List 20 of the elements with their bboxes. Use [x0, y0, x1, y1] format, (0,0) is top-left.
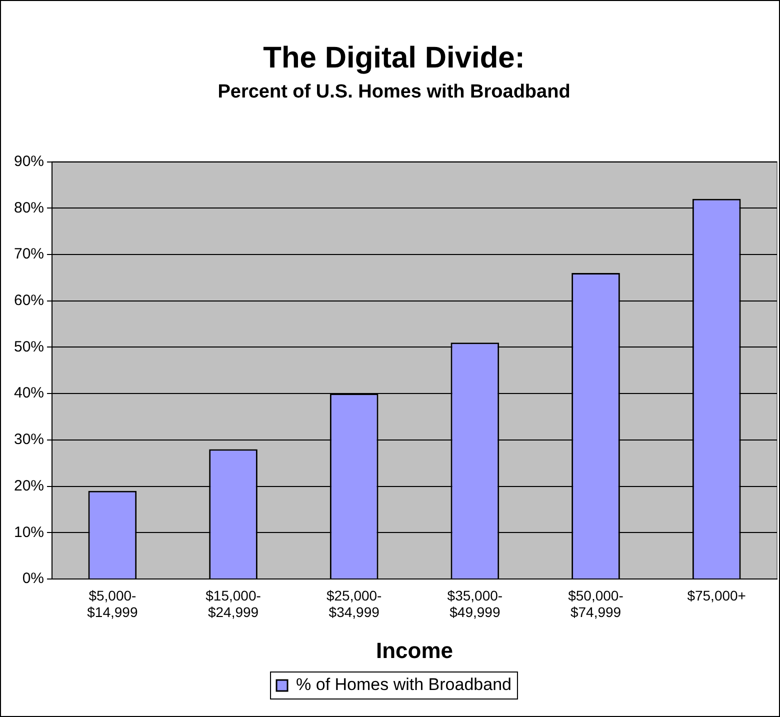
x-tick-label: $75,000+	[687, 587, 746, 604]
y-tick-label: 70%	[14, 246, 44, 263]
y-tick-label: 90%	[14, 152, 44, 170]
y-tick-label: 50%	[14, 338, 44, 356]
x-tick-label: $25,000-$34,999	[326, 587, 382, 620]
legend-label: % of Homes with Broadband	[296, 675, 512, 694]
x-tick-label: $5,000-$14,999	[87, 587, 138, 620]
x-tick-label: $15,000-$24,999	[206, 587, 262, 620]
x-axis-title: Income	[376, 638, 454, 663]
x-tick-label: $50,000-$74,999	[568, 587, 624, 620]
y-tick-label: 60%	[14, 292, 44, 310]
y-tick-label: 10%	[14, 524, 44, 541]
y-tick-label: 40%	[14, 384, 44, 402]
chart-subtitle: Percent of U.S. Homes with Broadband	[218, 82, 570, 103]
x-tick-label: $35,000-$49,999	[447, 587, 503, 620]
y-tick-label: 30%	[14, 431, 44, 448]
y-tick-label: 0%	[22, 570, 44, 588]
y-tick-label: 80%	[14, 199, 44, 216]
y-tick-label: 20%	[14, 477, 44, 494]
chart-title: The Digital Divide:	[263, 41, 525, 74]
